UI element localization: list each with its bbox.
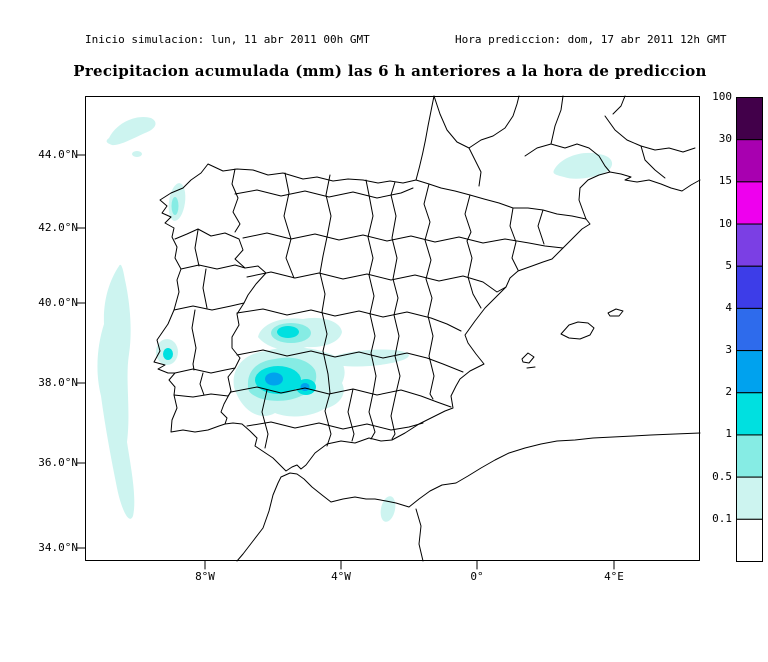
precip-atlantic-band: [97, 264, 135, 519]
lon-label: 0°: [470, 570, 484, 583]
colorbar-swatch: [736, 97, 763, 141]
precip-nw-atlantic: [106, 116, 156, 146]
colorbar-swatch: [736, 307, 763, 352]
colorbar-label: 10: [718, 217, 732, 230]
colorbar-label: 15: [718, 174, 732, 187]
colorbar-label: 2: [725, 385, 732, 398]
axis-ticks: [76, 154, 615, 570]
lon-label: 8°W: [195, 570, 215, 583]
prediction-time-text: Hora prediccion: dom, 17 abr 2011 12h GM…: [455, 33, 727, 46]
precip-main-cell-core2: [300, 383, 310, 391]
precip-galicia-core: [171, 197, 179, 215]
map-frame: [85, 96, 700, 561]
morocco-algeria-border: [415, 508, 424, 562]
colorbar-swatch: [736, 181, 763, 225]
lon-label: 4°E: [604, 570, 624, 583]
precip-nafrica-spot: [380, 496, 396, 522]
lat-label: 44.0°N: [38, 148, 78, 161]
colorbar-label: 0.5: [712, 470, 732, 483]
colorbar-swatch: [736, 434, 763, 478]
precip-lisbon-core: [163, 348, 173, 360]
colorbar-swatch: [736, 265, 763, 309]
france-atlantic-coast: [415, 95, 435, 181]
colorbar: [736, 97, 763, 562]
colorbar-swatch: [736, 392, 763, 436]
colorbar-swatch: [736, 476, 763, 520]
lat-label: 36.0°N: [38, 456, 78, 469]
colorbar-swatch: [736, 139, 763, 183]
africa-coastline: [236, 432, 701, 562]
lon-label: 4°W: [331, 570, 351, 583]
precip-north-cell-core: [277, 326, 299, 338]
colorbar-swatch: [736, 350, 763, 394]
precip-languedoc: [553, 152, 613, 179]
balearic-islands: [521, 308, 624, 369]
colorbar-label: 0.1: [712, 512, 732, 525]
colorbar-swatch: [736, 518, 763, 562]
simulation-start-text: Inicio simulacion: lun, 11 abr 2011 00h …: [85, 33, 370, 46]
lat-label: 42.0°N: [38, 221, 78, 234]
lat-label: 34.0°N: [38, 541, 78, 554]
lat-label: 40.0°N: [38, 296, 78, 309]
precipitation-layer: [97, 116, 613, 522]
colorbar-swatch: [736, 223, 763, 267]
france-interior-boundaries: [433, 95, 696, 187]
france-med-coast: [578, 171, 701, 220]
colorbar-label: 30: [718, 132, 732, 145]
lat-label: 38.0°N: [38, 376, 78, 389]
colorbar-label: 1: [725, 427, 732, 440]
colorbar-label: 100: [712, 90, 732, 103]
precip-nw-dot: [132, 151, 142, 157]
iberia-coastline: [153, 163, 591, 472]
province-boundaries: [173, 168, 564, 449]
precip-main-cell-core: [265, 372, 283, 386]
colorbar-label: 5: [725, 259, 732, 272]
map-canvas: [76, 95, 701, 570]
colorbar-label: 4: [725, 301, 732, 314]
colorbar-label: 3: [725, 343, 732, 356]
plot-title: Precipitacion acumulada (mm) las 6 h ant…: [73, 62, 707, 80]
